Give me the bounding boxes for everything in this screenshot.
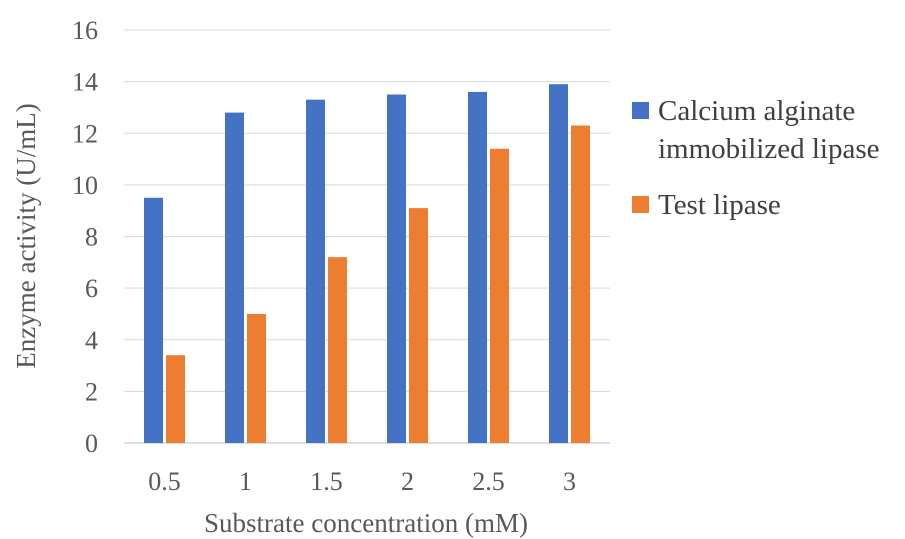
legend: Calcium alginate immobilized lipase Test… xyxy=(632,92,902,242)
x-tick-label: 2 xyxy=(401,467,414,496)
legend-label: Calcium alginate immobilized lipase xyxy=(658,95,880,165)
x-axis-tick-labels: 0.5 1 1.5 2 2.5 3 xyxy=(148,467,576,496)
bar-calcium-alginate xyxy=(306,99,325,443)
bar-test-lipase xyxy=(247,313,266,443)
bar-test-lipase xyxy=(571,125,590,443)
bar-test-lipase xyxy=(409,208,428,443)
y-tick-label: 6 xyxy=(85,274,98,303)
bar-calcium-alginate xyxy=(225,112,244,443)
bar-calcium-alginate xyxy=(387,94,406,443)
y-tick-label: 16 xyxy=(72,16,98,45)
bar-calcium-alginate xyxy=(468,91,487,443)
legend-swatch-blue xyxy=(632,102,649,119)
legend-label: Test lipase xyxy=(658,189,781,221)
x-axis-title: Substrate concentration (mM) xyxy=(204,508,528,538)
x-tick-label: 1.5 xyxy=(310,467,343,496)
bar-calcium-alginate xyxy=(144,197,163,443)
x-tick-label: 2.5 xyxy=(472,467,505,496)
x-tick-label: 0.5 xyxy=(148,467,181,496)
gridlines xyxy=(124,29,610,444)
y-tick-label: 14 xyxy=(72,68,98,97)
y-tick-label: 2 xyxy=(85,377,98,406)
legend-swatch-orange xyxy=(632,196,649,213)
bar-test-lipase xyxy=(328,257,347,443)
y-tick-label: 4 xyxy=(85,326,98,355)
bar-test-lipase xyxy=(490,148,509,444)
y-tick-label: 0 xyxy=(85,429,98,458)
x-tick-label: 3 xyxy=(563,467,576,496)
y-axis-title: Enzyme activity (U/mL) xyxy=(11,103,41,368)
y-tick-label: 8 xyxy=(85,223,98,252)
y-tick-label: 10 xyxy=(72,171,98,200)
y-axis-tick-labels: 0 2 4 6 8 10 12 14 16 xyxy=(72,16,98,458)
x-tick-label: 1 xyxy=(239,467,252,496)
legend-item-calcium-alginate: Calcium alginate immobilized lipase xyxy=(632,92,902,168)
y-tick-label: 12 xyxy=(72,119,98,148)
bar-test-lipase xyxy=(166,355,185,443)
bars xyxy=(144,84,590,444)
bar-calcium-alginate xyxy=(549,84,568,444)
legend-item-test-lipase: Test lipase xyxy=(632,186,902,224)
